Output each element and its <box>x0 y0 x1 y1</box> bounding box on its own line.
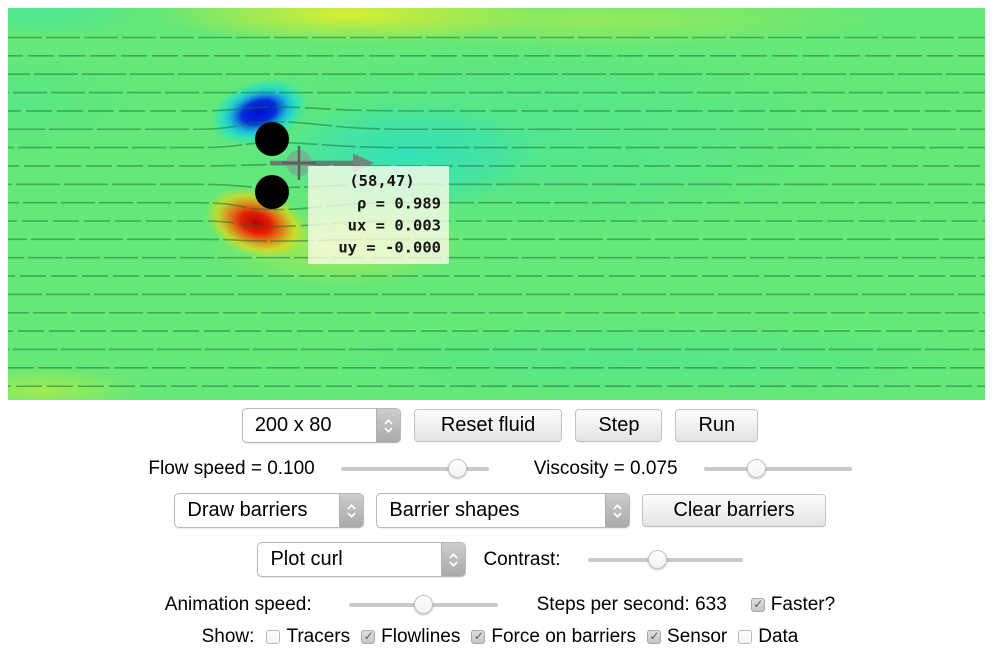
checkbox-label: Sensor <box>667 626 728 647</box>
sensor-readout-bg <box>308 166 449 264</box>
select-stepper-icon <box>339 494 364 527</box>
sensor-rho: ρ = 0.989 <box>357 195 441 213</box>
show-option-force-on-barriers: Force on barriers <box>471 626 636 648</box>
checkbox-label: Tracers <box>286 626 351 647</box>
show-label: Show: <box>201 626 255 647</box>
fluid-plot[interactable]: (58,47) ρ = 0.989 ux = 0.003 uy = -0.000 <box>8 8 985 400</box>
barrier-circle-bottom[interactable] <box>255 175 289 209</box>
slider-thumb[interactable] <box>448 459 468 478</box>
animation-speed-slider[interactable] <box>348 595 498 615</box>
fluid-canvas[interactable]: (58,47) ρ = 0.989 ux = 0.003 uy = -0.000 <box>8 8 985 400</box>
plot-mode-value: Plot curl <box>270 548 343 570</box>
draw-mode-value: Draw barriers <box>187 499 308 521</box>
flowline <box>8 106 985 112</box>
animation-speed-label: Animation speed: <box>164 594 312 615</box>
slider-track[interactable] <box>703 467 852 471</box>
slider-thumb[interactable] <box>747 459 767 478</box>
flowline <box>8 238 985 242</box>
barrier-shapes-value: Barrier shapes <box>389 499 520 521</box>
cyan-band-topleft <box>8 8 146 36</box>
slider-thumb[interactable] <box>647 549 667 569</box>
show-option-sensor: Sensor <box>647 626 727 648</box>
row-barrier-controls: Draw barriers Barrier shapes Clear barri… <box>0 493 1000 528</box>
checkbox-tracers[interactable] <box>266 630 281 644</box>
contrast-label: Contrast: <box>483 548 561 570</box>
flowlines-layer <box>8 36 985 387</box>
barrier-circle-top[interactable] <box>255 122 289 156</box>
faster-checkbox[interactable] <box>750 597 765 612</box>
sensor-ux: ux = 0.003 <box>348 217 441 235</box>
show-option-tracers: Tracers <box>266 626 350 648</box>
select-stepper-icon <box>375 409 400 442</box>
checkbox-label: Force on barriers <box>491 626 637 647</box>
viscosity-label: Viscosity = 0.075 <box>533 458 678 479</box>
resolution-select[interactable]: 200 x 80 <box>241 408 401 443</box>
teal-region-left <box>8 48 143 158</box>
viscosity-slider[interactable] <box>703 459 852 479</box>
draw-mode-select[interactable]: Draw barriers <box>174 493 365 528</box>
sensor-readout: (58,47) ρ = 0.989 ux = 0.003 uy = -0.000 <box>308 166 449 264</box>
checkbox-label: Data <box>758 626 799 647</box>
teal-band-bottom <box>318 318 978 400</box>
show-options-group: Tracers Flowlines Force on barriers Sensor D… <box>266 626 798 648</box>
sensor-coords: (58,47) <box>349 172 414 190</box>
resolution-value: 200 x 80 <box>254 414 332 436</box>
checkbox-sensor[interactable] <box>647 629 662 644</box>
checkbox-force-on-barriers[interactable] <box>471 629 486 644</box>
show-option-data: Data <box>738 626 798 648</box>
sensor-crosshair-icon[interactable] <box>282 146 316 180</box>
barrier-shapes-select[interactable]: Barrier shapes <box>376 493 631 528</box>
slider-track[interactable] <box>340 467 489 471</box>
faster-checkbox-item: Faster? <box>750 594 836 616</box>
row-flow-viscosity: Flow speed = 0.100 Viscosity = 0.075 <box>0 458 1000 480</box>
flowline <box>8 201 985 211</box>
select-stepper-icon <box>441 543 466 576</box>
steps-per-second-value: 633 <box>695 594 727 615</box>
flow-speed-label: Flow speed = 0.100 <box>148 458 315 479</box>
slider-thumb[interactable] <box>413 595 433 614</box>
flowline <box>8 120 985 131</box>
select-stepper-icon <box>605 494 630 527</box>
checkbox-data[interactable] <box>738 630 753 644</box>
show-option-flowlines: Flowlines <box>361 626 460 648</box>
reset-fluid-button[interactable]: Reset fluid <box>413 409 563 442</box>
clear-barriers-button[interactable]: Clear barriers <box>642 494 826 527</box>
plot-mode-select[interactable]: Plot curl <box>257 542 467 577</box>
step-button[interactable]: Step <box>575 409 663 442</box>
checkbox-label: Flowlines <box>381 626 461 647</box>
row-animation: Animation speed: Steps per second: 633 F… <box>0 594 1000 616</box>
row-simulation-controls: 200 x 80 Reset fluid Step Run <box>0 408 1000 443</box>
sensor-uy: uy = -0.000 <box>338 239 441 257</box>
run-button[interactable]: Run <box>675 409 759 442</box>
row-show-options: Show: Tracers Flowlines Force on barriers S… <box>0 626 1000 648</box>
steps-per-second-label: Steps per second: 633 <box>536 594 727 615</box>
contrast-slider[interactable] <box>587 549 743 570</box>
checkbox-flowlines[interactable] <box>361 629 376 644</box>
faster-label: Faster? <box>770 594 836 615</box>
flow-speed-slider[interactable] <box>340 459 489 479</box>
yellow-band-bottomleft <box>8 366 143 400</box>
row-plot-contrast: Plot curl Contrast: <box>0 542 1000 577</box>
